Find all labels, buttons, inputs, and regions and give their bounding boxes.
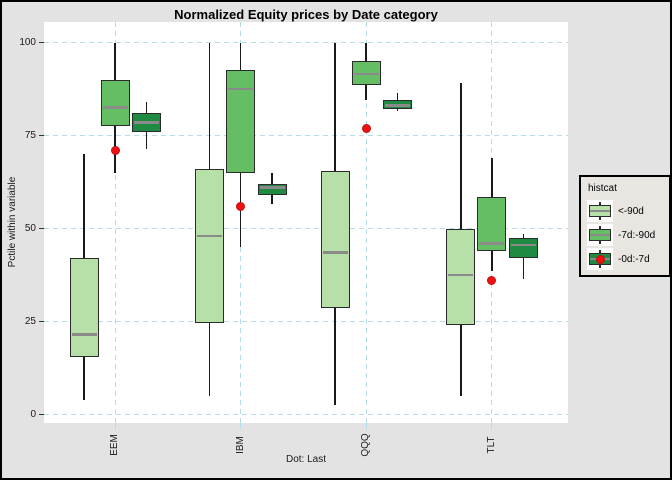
x-tick-mark (240, 423, 242, 429)
legend-key-dot (595, 254, 605, 264)
legend-items: <-90d -7d:-90d -0d:-7d (587, 200, 669, 270)
y-tick-mark (39, 228, 44, 229)
box-median-line (71, 333, 97, 336)
box-median-line (259, 186, 285, 189)
box (257, 183, 287, 196)
legend-key (587, 248, 613, 270)
y-tick-label: 50 (24, 222, 36, 234)
box-median-line (385, 104, 411, 107)
y-tick-label: 100 (19, 36, 36, 48)
y-tick-label: 75 (24, 129, 36, 141)
y-tick-mark (39, 135, 44, 136)
box-median-line (353, 72, 379, 76)
gridline-horizontal (44, 414, 568, 415)
legend-title: histcat (588, 183, 617, 194)
legend-item-label: <-90d (618, 205, 644, 217)
box-median-line (479, 242, 505, 245)
legend-item: <-90d (587, 200, 669, 222)
chart-caption: Dot: Last (285, 454, 327, 465)
box (446, 228, 476, 326)
legend-key-median (590, 234, 610, 236)
gridline-horizontal (44, 42, 568, 43)
y-tick-mark (39, 42, 44, 43)
gridline-vertical (114, 22, 116, 423)
box-median-line (228, 87, 254, 91)
last-value-dot (487, 276, 497, 286)
plot-panel (44, 22, 568, 423)
last-value-dot (236, 201, 246, 211)
box (226, 70, 256, 173)
y-tick-mark (39, 414, 44, 415)
box-median-line (510, 243, 536, 247)
box (508, 237, 538, 259)
box-median-line (197, 234, 223, 238)
last-value-dot (361, 123, 371, 133)
x-tick-label: TLT (485, 436, 497, 454)
box (100, 79, 130, 127)
legend-item: -0d:-7d (587, 248, 669, 270)
box (69, 258, 99, 357)
box (477, 196, 507, 251)
box-median-line (322, 251, 348, 254)
x-tick-label: IBM (234, 436, 246, 454)
gridline-horizontal (44, 228, 568, 229)
chart-title: Normalized Equity prices by Date categor… (174, 7, 438, 22)
x-tick-mark (114, 423, 116, 429)
box (195, 168, 225, 324)
legend-item-label: -7d:-90d (618, 229, 656, 241)
gridline-vertical (365, 22, 367, 423)
x-tick-mark (491, 423, 493, 429)
x-tick-mark (365, 423, 367, 429)
box-median-line (134, 121, 159, 124)
gridline-horizontal (44, 321, 568, 322)
y-tick-mark (39, 321, 44, 322)
x-tick-label: EEM (109, 434, 120, 456)
legend-item-label: -0d:-7d (618, 253, 650, 265)
last-value-dot (110, 145, 120, 155)
legend-item: -7d:-90d (587, 224, 669, 246)
legend-key (587, 224, 613, 246)
box-median-line (448, 273, 474, 277)
y-tick-label: 25 (24, 315, 36, 327)
legend: histcat <-90d -7d:-90d -0d:-7d (579, 175, 670, 277)
box (320, 170, 350, 309)
gridline-horizontal (44, 135, 568, 136)
legend-key (587, 200, 613, 222)
x-tick-label: QQQ (360, 433, 372, 457)
y-tick-label: 0 (30, 408, 36, 420)
box-median-line (102, 106, 128, 109)
legend-key-median (590, 210, 610, 212)
